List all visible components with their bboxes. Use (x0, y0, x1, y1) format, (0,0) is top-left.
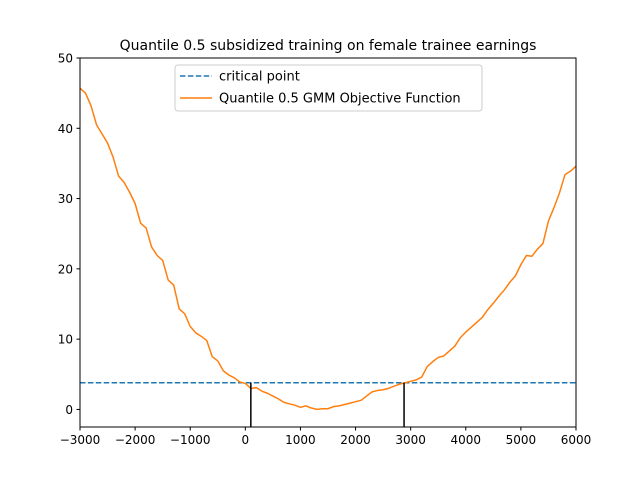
x-tick-label: 5000 (506, 433, 537, 447)
legend-label-critical-point: critical point (219, 70, 300, 85)
axes-frame (79, 57, 577, 428)
y-tick-label: 30 (58, 192, 73, 206)
x-tick-label: −1000 (170, 433, 211, 447)
x-tick-label: 4000 (451, 433, 482, 447)
plot-area (79, 87, 577, 427)
x-tick-label: 6000 (561, 433, 592, 447)
x-tick-label: 3000 (395, 433, 426, 447)
chart-title: Quantile 0.5 subsidized training on fema… (120, 38, 537, 54)
x-tick-label: 2000 (340, 433, 371, 447)
y-tick-label: 0 (65, 403, 73, 417)
x-tick-label: 0 (242, 433, 250, 447)
x-axis: −3000 −2000 −1000 0 1000 2000 3000 4000 5000 6000 (60, 427, 592, 447)
x-tick-label: −2000 (115, 433, 156, 447)
x-tick-label: −3000 (60, 433, 101, 447)
y-tick-label: 50 (58, 52, 73, 66)
y-tick-label: 40 (58, 122, 73, 136)
legend: critical point Quantile 0.5 GMM Objectiv… (174, 64, 483, 112)
x-tick-label: 1000 (285, 433, 316, 447)
legend-box (174, 64, 483, 112)
y-tick-label: 10 (58, 333, 73, 347)
legend-label-objective-function: Quantile 0.5 GMM Objective Function (219, 92, 461, 107)
y-axis: 0 10 20 30 40 50 (58, 52, 80, 417)
y-tick-label: 20 (58, 262, 73, 276)
objective-function-line (79, 87, 577, 411)
